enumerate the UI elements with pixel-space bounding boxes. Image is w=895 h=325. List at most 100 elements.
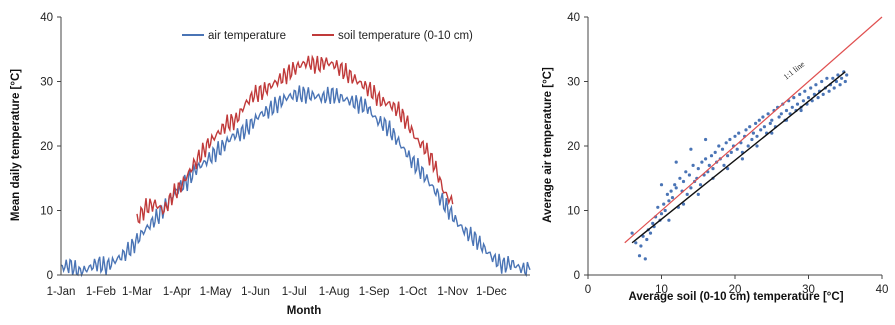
scatter-point <box>733 134 737 138</box>
scatter-point <box>770 118 774 122</box>
scatter-point <box>713 150 717 154</box>
one-to-one-line <box>624 16 883 244</box>
scatter-point <box>698 183 703 187</box>
scatter-point <box>681 202 686 206</box>
regression-fit-line <box>631 71 846 244</box>
scatter-point <box>757 118 761 122</box>
scatter-point <box>766 112 770 116</box>
scatter-point <box>709 154 714 158</box>
scatter-point <box>735 147 739 151</box>
scatter-point <box>737 131 741 135</box>
left-x-tick-label: 1-Apr <box>163 286 191 298</box>
legend-label: air temperature <box>208 30 286 42</box>
left-x-tick-label: 1-Sep <box>359 286 390 298</box>
scatter-point <box>755 144 759 148</box>
scatter-point <box>651 221 655 225</box>
scatter-point <box>790 105 794 109</box>
left-y-axis-label: Mean daily temperature [°C] <box>10 69 22 221</box>
scatter-point <box>656 205 660 209</box>
left-legend: air temperature soil temperature (0-10 cm… <box>182 30 473 42</box>
scatter-point <box>704 157 708 161</box>
scatter-point <box>689 147 693 151</box>
legend-label: soil temperature (0-10 cm) <box>338 30 473 42</box>
scatter-point <box>816 96 820 100</box>
scatter-point <box>751 131 756 135</box>
right-y-axis-label: Average air temperature [°C] <box>542 67 554 223</box>
scatter-point <box>762 125 767 129</box>
scatter-point <box>717 144 721 148</box>
left-x-tick-labels: 1-Jan 1-Feb 1-Mar 1-Apr 1-May 1-Jun 1-Jul 1-Aug… <box>47 286 507 298</box>
right-y-tick-label: 40 <box>567 12 580 24</box>
scatter-point <box>630 231 634 235</box>
scatter-point <box>748 125 752 129</box>
scatter-point <box>634 241 638 245</box>
scatter-point <box>814 83 818 87</box>
left-x-tick-label: 1-Oct <box>399 286 428 298</box>
scatter-point <box>729 150 733 154</box>
left-series-lines <box>60 54 531 278</box>
scatter-point <box>827 89 831 93</box>
left-x-tick-label: 1-Jan <box>47 286 76 298</box>
scatter-point <box>670 196 675 200</box>
left-y-tick-label: 30 <box>40 77 53 89</box>
scatter-point <box>740 157 745 161</box>
scatter-point <box>799 108 803 113</box>
scatter-point <box>795 102 800 106</box>
left-x-tick-label: 1-Mar <box>122 286 152 298</box>
scatter-points <box>630 70 849 261</box>
scatter-point <box>685 192 689 196</box>
scatter-point <box>754 121 758 125</box>
right-x-tick-label: 0 <box>585 284 591 296</box>
left-x-tick-label: 1-Jul <box>282 286 307 298</box>
scatter-point <box>792 96 796 100</box>
scatter-point <box>746 144 750 148</box>
scatter-point <box>722 163 726 167</box>
left-x-tick-label: 1-Jun <box>241 286 270 298</box>
scatter-point <box>820 79 824 84</box>
left-y-tick-label: 10 <box>40 206 53 218</box>
right-x-tick-label: 30 <box>802 284 815 296</box>
scatter-point <box>750 137 754 142</box>
scatter-point <box>777 115 781 119</box>
scatter-point <box>831 76 835 80</box>
scatter-point <box>673 183 677 187</box>
scatter-point <box>643 257 647 261</box>
scatter-point <box>696 192 700 196</box>
left-x-tick-label: 1-Dec <box>476 286 507 298</box>
scatter-point <box>798 92 802 96</box>
scatter-point <box>806 96 811 100</box>
scatter-point <box>659 183 664 187</box>
right-y-tick-label: 20 <box>567 141 580 153</box>
scatter-point <box>825 76 829 80</box>
scatter-point <box>809 86 813 90</box>
scatter-point <box>681 179 686 184</box>
right-x-axis-label: Average soil (0-10 cm) temperature [°C] <box>628 291 843 303</box>
scatter-point <box>707 163 711 167</box>
scatter-point <box>761 115 765 119</box>
soil-vs-air-scatter-chart: 0 10 20 30 40 0 10 20 30 40 1:1 line Average soi… <box>542 12 888 303</box>
scatter-point <box>691 163 695 167</box>
scatter-point <box>744 128 748 132</box>
scatter-point <box>724 141 728 145</box>
left-axes <box>57 16 530 276</box>
temperature-time-series-chart: 0 10 20 30 40 1-Jan 1-Feb 1-Mar 1-Apr 1-May 1-Jun… <box>10 12 531 317</box>
scatter-point <box>726 167 730 171</box>
scatter-point <box>665 192 670 196</box>
left-x-tick-label: 1-Feb <box>86 286 116 298</box>
scatter-point <box>700 160 704 164</box>
scatter-point <box>648 231 653 235</box>
scatter-point <box>728 137 732 142</box>
scatter-point <box>687 173 692 177</box>
right-y-tick-label: 0 <box>574 270 580 282</box>
scatter-point <box>836 73 840 77</box>
scatter-point <box>711 167 715 171</box>
scatter-point <box>667 199 671 203</box>
scatter-point <box>801 99 806 103</box>
scatter-point <box>684 170 688 174</box>
scatter-point <box>662 202 666 206</box>
right-y-tick-labels: 0 10 20 30 40 <box>567 12 580 282</box>
scatter-point <box>834 79 839 84</box>
scatter-point <box>641 234 645 238</box>
right-x-tick-label: 40 <box>876 284 889 296</box>
